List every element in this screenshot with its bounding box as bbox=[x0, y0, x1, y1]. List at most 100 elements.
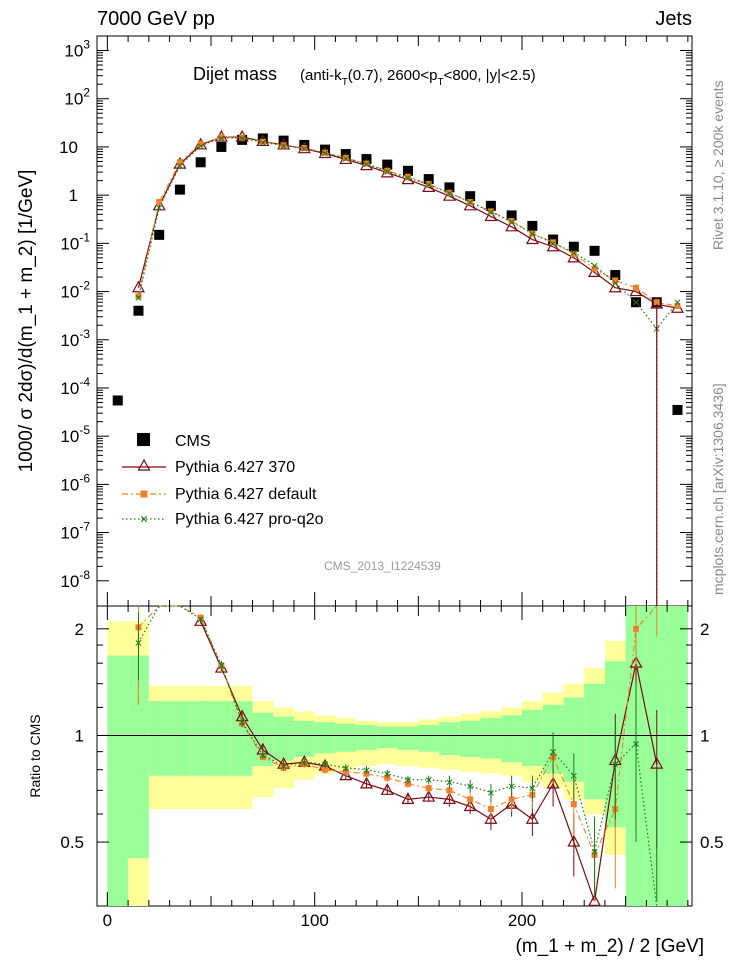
legend-label-default: Pythia 6.427 default bbox=[175, 486, 317, 503]
marker-default bbox=[301, 145, 308, 152]
marker-default bbox=[239, 134, 246, 141]
main-line-2 bbox=[137, 136, 678, 307]
marker-default bbox=[508, 218, 515, 225]
ratio-marker-370 bbox=[442, 792, 456, 804]
ratio-marker-370 bbox=[650, 756, 664, 769]
ratio-y-tick-label-right: 0.5 bbox=[700, 833, 724, 852]
cms-data-point bbox=[465, 191, 476, 202]
ratio-marker-proq2o: ✕ bbox=[632, 739, 640, 750]
x-tick-label: 0 bbox=[103, 911, 112, 930]
marker-proq2o: ✕ bbox=[487, 208, 495, 219]
cms-data-point bbox=[133, 305, 144, 316]
ratio-marker-proq2o: ✕ bbox=[321, 760, 329, 771]
cms-data-point bbox=[506, 210, 517, 221]
marker-proq2o: ✕ bbox=[466, 198, 474, 209]
legend: CMS Pythia 6.427 370 Pythia 6.427 defaul… bbox=[122, 433, 324, 528]
cms-data-point bbox=[527, 220, 538, 231]
main-y-tick-label: 10-5 bbox=[60, 423, 90, 446]
marker-proq2o: ✕ bbox=[549, 239, 557, 250]
band-green-bin bbox=[335, 723, 357, 752]
marker-370 bbox=[546, 239, 560, 252]
marker-proq2o: ✕ bbox=[425, 181, 433, 192]
marker-proq2o: ✕ bbox=[342, 154, 350, 165]
main-y-tick-label: 1 bbox=[69, 186, 78, 205]
marker-proq2o: ✕ bbox=[196, 142, 204, 153]
ratio-series: ✕ ✕ ✕ ✕ ✕ ✕ ✕ ✕ ✕ ✕ ✕ ✕ ✕ ✕ ✕ ✕ ✕ ✕ ✕ ✕ ✕ ✕ ✕ bbox=[134, 605, 664, 907]
marker-default bbox=[322, 149, 329, 156]
legend-label-370: Pythia 6.427 370 bbox=[175, 459, 295, 476]
ratio-marker-370 bbox=[567, 834, 581, 847]
ratio-marker-370 bbox=[359, 776, 374, 789]
ratio-marker-370 bbox=[546, 776, 560, 789]
ratio-line-1 bbox=[138, 605, 658, 857]
marker-proq2o: ✕ bbox=[259, 138, 267, 149]
cms-data-point bbox=[257, 133, 268, 144]
ratio-marker-370 bbox=[463, 799, 477, 812]
legend-marker-cms bbox=[137, 433, 150, 446]
ratio-marker-proq2o: ✕ bbox=[342, 764, 350, 775]
marker-default bbox=[529, 230, 536, 237]
main-line-1 bbox=[137, 136, 678, 309]
ratio-marker-default bbox=[633, 625, 640, 632]
cms-data-point bbox=[444, 182, 455, 193]
beam-label: 7000 GeV pp bbox=[97, 8, 215, 30]
ratio-marker-proq2o: ✕ bbox=[196, 615, 204, 626]
ratio-marker-proq2o: ✕ bbox=[259, 751, 267, 762]
ratio-marker-proq2o: ✕ bbox=[217, 661, 225, 672]
ratio-marker-proq2o: ✕ bbox=[445, 778, 453, 789]
rivet-version-label: Rivet 3.1.10, ≥ 200k events bbox=[710, 80, 726, 250]
cms-data-point bbox=[672, 404, 683, 415]
ratio-marker-default bbox=[467, 796, 474, 803]
ratio-marker-proq2o: ✕ bbox=[362, 766, 370, 777]
main-y-tick-label: 10-3 bbox=[60, 327, 90, 350]
band-green-bin bbox=[563, 697, 585, 782]
band-green-bin bbox=[148, 701, 170, 776]
ratio-y-tick-label-right: 2 bbox=[700, 620, 709, 639]
main-y-axis-title: 1000/ σ 2dσ)/d(m_1 + m_2) [1/GeV] bbox=[16, 170, 37, 473]
marker-proq2o: ✕ bbox=[507, 218, 515, 229]
ratio-marker-370 bbox=[588, 894, 602, 907]
legend-marker-proq2o: ✕ bbox=[139, 513, 148, 526]
cms-data-point bbox=[485, 200, 496, 211]
marker-370 bbox=[525, 232, 539, 245]
ratio-marker-proq2o: ✕ bbox=[134, 638, 142, 649]
legend-marker-default bbox=[140, 490, 148, 498]
ratio-marker-proq2o: ✕ bbox=[611, 760, 619, 771]
marker-proq2o: ✕ bbox=[570, 248, 578, 259]
ratio-marker-default bbox=[322, 766, 329, 773]
ratio-marker-proq2o: ✕ bbox=[238, 718, 246, 729]
main-series: ✕ ✕ ✕ ✕ ✕ ✕ ✕ ✕ ✕ ✕ ✕ ✕ ✕ ✕ ✕ ✕ ✕ ✕ ✕ ✕ ✕ ✕ ✕ ✕ ✕ ✕ ✕ bbox=[112, 129, 685, 606]
band-green-bin bbox=[522, 709, 543, 766]
plot-subtitle: (anti-kT(0.7), 2600<pT<800, |y|<2.5) bbox=[300, 67, 536, 88]
band-green-bin bbox=[273, 716, 294, 761]
x-axis-title: (m_1 + m_2) / 2 [GeV] bbox=[516, 936, 705, 957]
band-green-bin bbox=[128, 655, 149, 859]
band-green-bin bbox=[459, 720, 481, 757]
marker-proq2o: ✕ bbox=[632, 298, 640, 309]
plot-title: Dijet mass bbox=[193, 64, 277, 84]
ratio-marker-proq2o: ✕ bbox=[528, 784, 536, 795]
band-green-bin bbox=[293, 720, 315, 757]
main-y-tick-label: 10-7 bbox=[60, 520, 90, 543]
marker-proq2o: ✕ bbox=[362, 160, 370, 171]
marker-proq2o: ✕ bbox=[155, 204, 163, 215]
ratio-line-2 bbox=[137, 605, 658, 907]
band-green-bin bbox=[356, 725, 377, 750]
band-green-bin bbox=[314, 722, 336, 754]
main-y-tick-label: 10-8 bbox=[60, 568, 90, 591]
legend-marker-370 bbox=[137, 458, 151, 471]
marker-default bbox=[197, 141, 204, 148]
cms-data-point bbox=[174, 184, 185, 195]
band-green-bin bbox=[584, 683, 605, 800]
ratio-marker-370 bbox=[422, 789, 436, 802]
marker-default bbox=[653, 299, 660, 306]
axes-ticks: 10-810-710-610-510-410-310-210-111010210… bbox=[59, 35, 724, 930]
marker-370 bbox=[484, 209, 498, 222]
marker-proq2o: ✕ bbox=[673, 298, 681, 309]
ratio-marker-proq2o: ✕ bbox=[507, 782, 515, 793]
band-green-bin bbox=[397, 726, 419, 750]
marker-proq2o: ✕ bbox=[279, 142, 287, 153]
process-label: Jets bbox=[655, 8, 692, 30]
legend-label-proq2o: Pythia 6.427 pro-q2o bbox=[175, 511, 324, 528]
band-green-bin bbox=[501, 715, 522, 763]
